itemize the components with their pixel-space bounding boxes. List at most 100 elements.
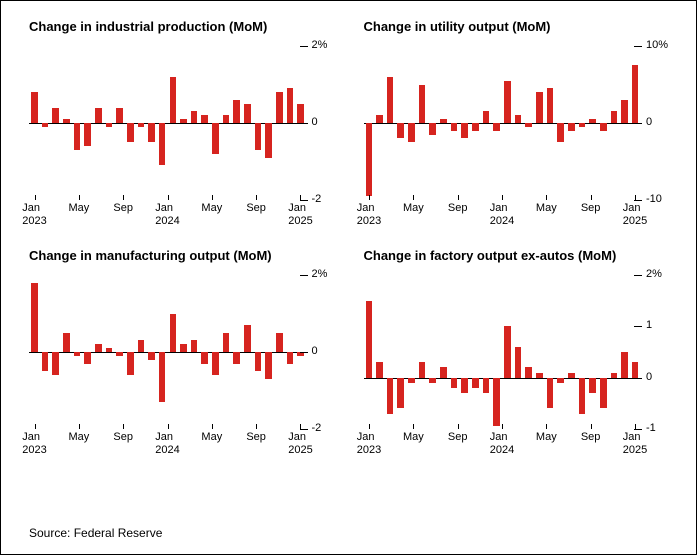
data-bar <box>138 123 145 127</box>
source-attribution: Source: Federal Reserve <box>29 526 162 540</box>
data-bar <box>547 88 554 123</box>
data-bar <box>116 108 123 123</box>
data-bar <box>31 92 38 123</box>
x-tick-label: Sep <box>448 431 468 444</box>
data-bar <box>148 123 155 142</box>
data-bar <box>63 333 70 352</box>
data-bar <box>170 77 177 123</box>
data-bar <box>600 378 607 409</box>
data-bar <box>397 378 404 409</box>
data-bar <box>366 301 373 378</box>
data-bar <box>255 123 262 150</box>
data-bar <box>387 378 394 414</box>
data-bar <box>429 123 436 135</box>
x-tick-label: Sep <box>448 202 468 215</box>
data-bar <box>212 123 219 154</box>
x-tick-label: Jan2025 <box>623 202 647 227</box>
data-bar <box>557 378 564 383</box>
data-bar <box>632 362 639 377</box>
data-bar <box>536 92 543 123</box>
plot <box>364 46 641 200</box>
data-bar <box>244 325 251 352</box>
data-bar <box>255 352 262 371</box>
data-bar <box>180 119 187 123</box>
data-bar <box>376 362 383 377</box>
data-bar <box>429 378 436 383</box>
data-bar <box>74 123 81 150</box>
data-bar <box>52 352 59 375</box>
chart-area: 10%0-10 <box>364 40 675 200</box>
data-bar <box>515 115 522 123</box>
x-tick-label: Jan2025 <box>623 431 647 456</box>
panel-0: Change in industrial production (MoM) 2%… <box>29 19 340 230</box>
data-bar <box>557 123 564 142</box>
x-tick-label: Sep <box>581 202 601 215</box>
x-tick-label: Sep <box>113 202 133 215</box>
data-bar <box>472 123 479 131</box>
data-bar <box>42 123 49 127</box>
x-tick-label: May <box>403 431 424 444</box>
data-bar <box>387 77 394 123</box>
data-bar <box>297 104 304 123</box>
data-bar <box>579 123 586 127</box>
panel-title: Change in manufacturing output (MoM) <box>29 248 340 263</box>
data-bar <box>632 65 639 123</box>
panel-3: Change in factory output ex-autos (MoM) … <box>364 248 675 459</box>
data-bar <box>95 344 102 352</box>
chart-area: 2%0-2 <box>29 40 340 200</box>
data-bar <box>483 111 490 123</box>
data-bar <box>116 352 123 356</box>
data-bar <box>138 340 145 352</box>
panel-title: Change in factory output ex-autos (MoM) <box>364 248 675 263</box>
panel-title: Change in utility output (MoM) <box>364 19 675 34</box>
data-bar <box>504 326 511 377</box>
data-bar <box>568 123 575 131</box>
data-bar <box>265 352 272 379</box>
data-bar <box>84 123 91 146</box>
data-bar <box>180 344 187 352</box>
chart-area: 2%0-2 <box>29 269 340 429</box>
data-bar <box>493 123 500 131</box>
data-bar <box>95 108 102 123</box>
data-bar <box>265 123 272 158</box>
data-bar <box>63 119 70 123</box>
data-bar <box>483 378 490 393</box>
x-tick-label: May <box>403 202 424 215</box>
data-bar <box>52 108 59 123</box>
plot <box>364 275 641 429</box>
chart-area: 2%10-1 <box>364 269 675 429</box>
data-bar <box>611 111 618 123</box>
data-bar <box>611 373 618 378</box>
data-bar <box>287 88 294 123</box>
data-bar <box>451 123 458 131</box>
x-tick-label: May <box>68 202 89 215</box>
data-bar <box>376 115 383 123</box>
x-axis-labels: Jan2023MaySepJan2024MaySepJan2025 <box>364 429 641 459</box>
data-bar <box>451 378 458 388</box>
data-bar <box>223 115 230 123</box>
x-tick-label: Jan2025 <box>288 202 312 227</box>
data-bar <box>461 378 468 393</box>
data-bar <box>159 123 166 165</box>
data-bar <box>547 378 554 409</box>
x-tick-label: Jan2025 <box>288 431 312 456</box>
data-bar <box>223 333 230 352</box>
data-bar <box>568 373 575 378</box>
data-bar <box>621 352 628 378</box>
data-bar <box>106 123 113 127</box>
x-tick-label: Jan2024 <box>155 202 179 227</box>
data-bar <box>408 378 415 383</box>
data-bar <box>589 119 596 123</box>
data-bar <box>515 347 522 378</box>
x-tick-label: Jan2023 <box>22 431 46 456</box>
data-bar <box>170 314 177 353</box>
x-tick-label: May <box>68 431 89 444</box>
panel-1: Change in utility output (MoM) 10%0-10 J… <box>364 19 675 230</box>
data-bar <box>461 123 468 138</box>
data-bar <box>600 123 607 131</box>
data-bar <box>106 348 113 352</box>
x-tick-label: Sep <box>581 431 601 444</box>
data-bar <box>419 362 426 377</box>
x-tick-label: Sep <box>246 431 266 444</box>
x-tick-label: May <box>536 202 557 215</box>
